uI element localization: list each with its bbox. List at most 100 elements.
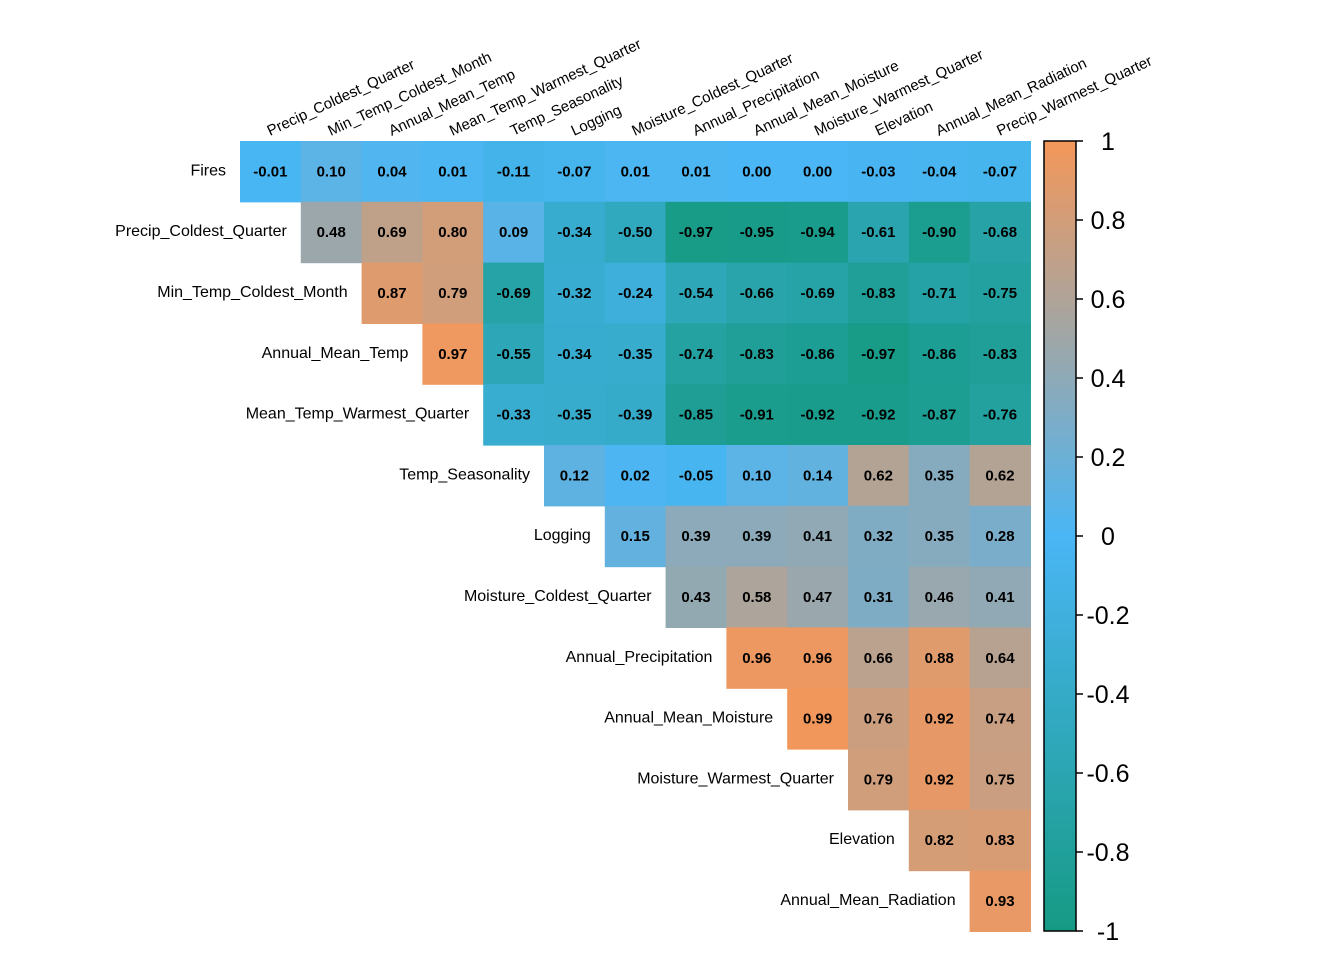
cell-value-label: 0.96	[742, 650, 771, 667]
cell-value-label: -0.69	[800, 285, 834, 302]
heatmap-cell	[787, 384, 849, 446]
cell-value-label: 0.88	[925, 650, 954, 667]
cell-value-label: -0.55	[496, 346, 530, 363]
heatmap-cell	[422, 323, 484, 385]
heatmap-cell	[848, 566, 910, 628]
cell-value-label: 0.99	[803, 711, 832, 728]
heatmap-cell	[969, 505, 1031, 568]
cell-value-label: 0.74	[985, 711, 1015, 728]
cell-value-label: 0.87	[377, 285, 406, 302]
row-labels: Fires Precip_Coldest_Quarter Min_Temp_Cold…	[115, 162, 955, 909]
heatmap-cell	[969, 870, 1031, 932]
heatmap-cell	[908, 141, 971, 203]
cell-value-label: 0.69	[377, 224, 406, 241]
heatmap-cell	[665, 323, 727, 385]
heatmap-cell	[969, 201, 1031, 264]
heatmap-cell	[908, 809, 971, 872]
cell-value-label: 0.01	[621, 163, 650, 180]
heatmap-cell	[483, 323, 545, 385]
cell-value-label: 0.31	[864, 589, 893, 606]
colorbar-tick-label: -0.4	[1086, 681, 1129, 709]
heatmap-cell	[848, 688, 910, 750]
heatmap-cell	[361, 262, 423, 324]
colorbar-ticks: 1 0.8 0.6 0.4 0.2 0 -0.2 -0.4 -0.6 -0.8 -1	[1076, 128, 1130, 946]
cell-value-label: -0.54	[679, 285, 714, 302]
heatmap-cell	[604, 445, 667, 507]
cell-value-label: 0.79	[438, 285, 467, 302]
heatmap-cell	[908, 627, 971, 689]
cell-value-label: 0.15	[621, 528, 650, 545]
heatmap-cell	[908, 688, 971, 750]
heatmap-cell	[726, 505, 788, 568]
cell-value-label: 0.82	[925, 832, 954, 849]
heatmap-cell	[787, 445, 849, 507]
colorbar-tick-label: 0.6	[1091, 286, 1126, 314]
heatmap-cell	[665, 566, 727, 628]
heatmap-cell	[787, 262, 849, 324]
cell-value-label: 0.35	[925, 467, 954, 484]
heatmap-cell	[787, 566, 849, 628]
cell-value-label: -0.50	[618, 224, 652, 241]
cell-value-label: -0.32	[557, 285, 591, 302]
heatmap-cell	[908, 262, 971, 324]
cell-value-label: -0.94	[800, 224, 835, 241]
heatmap-cell	[726, 323, 788, 385]
heatmap-cell	[544, 262, 606, 324]
heatmap-cell	[422, 201, 484, 264]
cell-value-label: -0.75	[983, 285, 1017, 302]
heatmap-cell	[969, 141, 1031, 203]
cell-value-label: 0.43	[681, 589, 710, 606]
heatmap-cell	[969, 384, 1031, 446]
cell-value-label: -0.83	[983, 346, 1017, 363]
heatmap-cell	[544, 384, 606, 446]
heatmap-cell	[848, 505, 910, 568]
heatmap-cell	[969, 445, 1031, 507]
cell-value-label: 0.12	[560, 467, 589, 484]
heatmap-cell	[787, 323, 849, 385]
heatmap-cell	[908, 201, 971, 264]
cell-value-label: 0.97	[438, 346, 467, 363]
cell-value-label: -0.39	[618, 407, 652, 424]
heatmap-cell	[848, 749, 910, 811]
heatmap-cell	[604, 201, 667, 264]
heatmap-cell	[969, 809, 1031, 872]
cell-value-label: -0.07	[983, 163, 1017, 180]
heatmap-cell	[726, 627, 788, 689]
colorbar-tick-label: -0.6	[1086, 760, 1129, 788]
cell-value-label: -0.91	[740, 407, 774, 424]
heatmap-cell	[848, 141, 910, 203]
cell-value-label: -0.87	[922, 407, 956, 424]
heatmap-cell	[604, 384, 667, 446]
colorbar-tick-label: -1	[1097, 918, 1119, 946]
cell-value-label: -0.34	[557, 346, 592, 363]
cell-value-label: -0.05	[679, 467, 713, 484]
heatmap-cells: -0.01 0.10 0.04 0.01 -0.11 -0.07 0.01 0.01 0.00 0…	[240, 141, 1031, 932]
cell-value-label: 0.62	[864, 467, 893, 484]
cell-value-label: 0.75	[985, 771, 1014, 788]
heatmap-cell	[544, 323, 606, 385]
row-label: Annual_Mean_Temp	[262, 345, 409, 362]
cell-value-label: -0.90	[922, 224, 956, 241]
cell-value-label: 0.41	[803, 528, 832, 545]
heatmap-cell	[665, 445, 727, 507]
cell-value-label: -0.35	[557, 407, 591, 424]
cell-value-label: -0.97	[679, 224, 713, 241]
heatmap-cell	[726, 445, 788, 507]
cell-value-label: -0.33	[496, 407, 530, 424]
heatmap-cell	[908, 749, 971, 811]
heatmap-cell	[483, 201, 545, 264]
cell-value-label: -0.69	[496, 285, 530, 302]
cell-value-label: 0.93	[985, 893, 1014, 910]
heatmap-cell	[483, 262, 545, 324]
heatmap-cell	[908, 566, 971, 628]
heatmap-cell	[604, 505, 667, 568]
cell-value-label: 0.48	[317, 224, 346, 241]
row-label: Temp_Seasonality	[399, 466, 530, 483]
cell-value-label: -0.83	[740, 346, 774, 363]
row-label: Annual_Mean_Moisture	[604, 710, 773, 727]
cell-value-label: -0.61	[861, 224, 895, 241]
heatmap-cell	[422, 141, 484, 203]
cell-value-label: 0.96	[803, 650, 832, 667]
heatmap-cell	[483, 141, 545, 203]
heatmap-cell	[848, 627, 910, 689]
